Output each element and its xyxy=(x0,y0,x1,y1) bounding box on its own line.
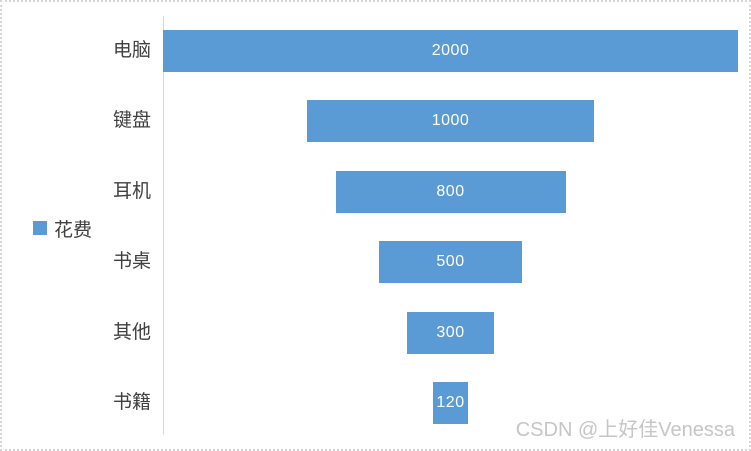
bar-value-label: 2000 xyxy=(431,42,470,59)
funnel-bar[interactable]: 800 xyxy=(335,170,566,213)
bar-value-label: 500 xyxy=(436,253,465,271)
bar-value-label: 120 xyxy=(436,394,465,411)
legend[interactable]: 花费 xyxy=(33,215,92,241)
category-label: 书籍 xyxy=(112,392,151,413)
funnel-bar[interactable]: 1000 xyxy=(306,100,595,143)
category-label: 书桌 xyxy=(112,251,151,273)
funnel-bar[interactable]: 2000 xyxy=(163,30,738,72)
category-label: 耳机 xyxy=(112,180,151,202)
legend-label: 花费 xyxy=(54,219,93,241)
category-axis-line xyxy=(163,16,164,435)
watermark: CSDN @上好佳Venessa xyxy=(515,419,735,441)
funnel-bar[interactable]: 120 xyxy=(433,382,468,424)
funnel-bar[interactable]: 300 xyxy=(407,311,494,354)
funnel-bar[interactable]: 500 xyxy=(378,241,523,284)
bar-value-label: 300 xyxy=(436,323,465,341)
legend-swatch-icon xyxy=(33,221,47,235)
category-label: 电脑 xyxy=(112,40,151,61)
category-label: 其他 xyxy=(112,321,151,343)
bar-value-label: 800 xyxy=(436,182,465,200)
bar-value-label: 1000 xyxy=(431,112,470,130)
category-label: 键盘 xyxy=(112,110,151,132)
